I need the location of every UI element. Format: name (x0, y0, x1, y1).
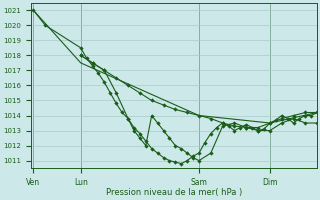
X-axis label: Pression niveau de la mer( hPa ): Pression niveau de la mer( hPa ) (106, 188, 242, 197)
